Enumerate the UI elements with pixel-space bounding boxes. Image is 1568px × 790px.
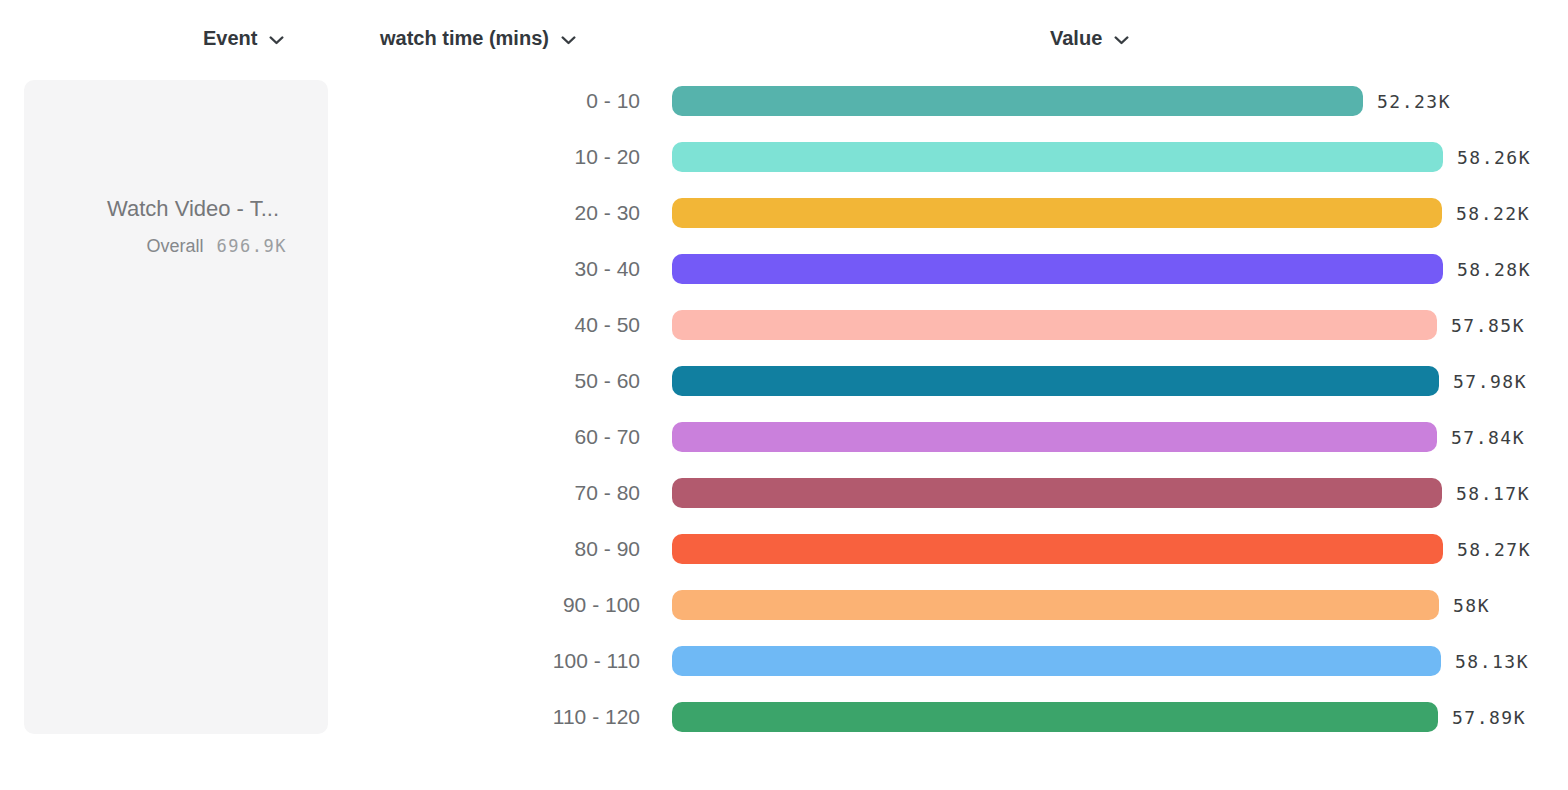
category-label: 60 - 70 [380, 425, 640, 449]
value-bar[interactable] [672, 534, 1443, 564]
breakdown-column-dropdown[interactable]: watch time (mins) [380, 27, 576, 50]
value-column-dropdown[interactable]: Value [1050, 27, 1129, 50]
chart-row: 110 - 120 57.89K [380, 689, 1443, 745]
category-label: 90 - 100 [380, 593, 640, 617]
event-legend-card[interactable]: Watch Video - T... Overall 696.9K [24, 80, 328, 734]
chart-row: 80 - 90 58.27K [380, 521, 1443, 577]
category-label: 110 - 120 [380, 705, 640, 729]
event-column-label: Event [203, 27, 257, 50]
insights-bar-chart-view: Event watch time (mins) Value Watch Vide… [0, 0, 1568, 790]
category-label: 40 - 50 [380, 313, 640, 337]
bar-track: 58.27K [672, 534, 1443, 564]
value-bar[interactable] [672, 142, 1443, 172]
chart-row: 10 - 20 58.26K [380, 129, 1443, 185]
chart-row: 90 - 100 58K [380, 577, 1443, 633]
category-label: 30 - 40 [380, 257, 640, 281]
value-label: 58.28K [1457, 259, 1531, 280]
value-bar[interactable] [672, 702, 1438, 732]
chart-row: 70 - 80 58.17K [380, 465, 1443, 521]
value-label: 58.27K [1457, 539, 1531, 560]
category-label: 50 - 60 [380, 369, 640, 393]
category-label: 0 - 10 [380, 89, 640, 113]
value-label: 58.13K [1455, 651, 1529, 672]
value-label: 58K [1453, 595, 1490, 616]
overall-label: Overall [147, 236, 204, 257]
value-label: 57.84K [1451, 427, 1525, 448]
value-label: 58.26K [1457, 147, 1531, 168]
value-label: 57.85K [1451, 315, 1525, 336]
bar-track: 57.85K [672, 310, 1443, 340]
overall-row: Overall 696.9K [147, 236, 287, 257]
event-column-dropdown[interactable]: Event [203, 27, 284, 50]
chevron-down-icon [269, 36, 284, 45]
chart-row: 0 - 10 52.23K [380, 73, 1443, 129]
value-label: 57.98K [1453, 371, 1527, 392]
chart-row: 40 - 50 57.85K [380, 297, 1443, 353]
chart-row: 30 - 40 58.28K [380, 241, 1443, 297]
bar-track: 57.84K [672, 422, 1443, 452]
chart-row: 50 - 60 57.98K [380, 353, 1443, 409]
chart-row: 60 - 70 57.84K [380, 409, 1443, 465]
value-label: 58.22K [1456, 203, 1530, 224]
value-bar[interactable] [672, 86, 1363, 116]
breakdown-column-label: watch time (mins) [380, 27, 549, 50]
value-column-label: Value [1050, 27, 1102, 50]
bar-track: 58.26K [672, 142, 1443, 172]
category-label: 10 - 20 [380, 145, 640, 169]
chart-row: 20 - 30 58.22K [380, 185, 1443, 241]
value-label: 58.17K [1456, 483, 1530, 504]
bar-track: 52.23K [672, 86, 1443, 116]
bar-track: 58K [672, 590, 1443, 620]
chevron-down-icon [561, 36, 576, 45]
value-bar[interactable] [672, 590, 1439, 620]
value-bar[interactable] [672, 366, 1439, 396]
chevron-down-icon [1114, 36, 1129, 45]
bar-chart: 0 - 10 52.23K 10 - 20 58.26K 20 - 30 58.22K 30… [380, 73, 1443, 745]
value-bar[interactable] [672, 198, 1442, 228]
overall-value: 696.9K [217, 236, 287, 256]
bar-track: 57.98K [672, 366, 1443, 396]
value-bar[interactable] [672, 254, 1443, 284]
value-label: 52.23K [1377, 91, 1451, 112]
value-label: 57.89K [1452, 707, 1526, 728]
category-label: 80 - 90 [380, 537, 640, 561]
value-bar[interactable] [672, 646, 1441, 676]
bar-track: 58.13K [672, 646, 1443, 676]
value-bar[interactable] [672, 310, 1437, 340]
value-bar[interactable] [672, 422, 1437, 452]
chart-row: 100 - 110 58.13K [380, 633, 1443, 689]
event-name: Watch Video - T... [107, 196, 279, 222]
category-label: 70 - 80 [380, 481, 640, 505]
bar-track: 57.89K [672, 702, 1443, 732]
category-label: 20 - 30 [380, 201, 640, 225]
category-label: 100 - 110 [380, 649, 640, 673]
bar-track: 58.22K [672, 198, 1443, 228]
bar-track: 58.17K [672, 478, 1443, 508]
value-bar[interactable] [672, 478, 1442, 508]
bar-track: 58.28K [672, 254, 1443, 284]
